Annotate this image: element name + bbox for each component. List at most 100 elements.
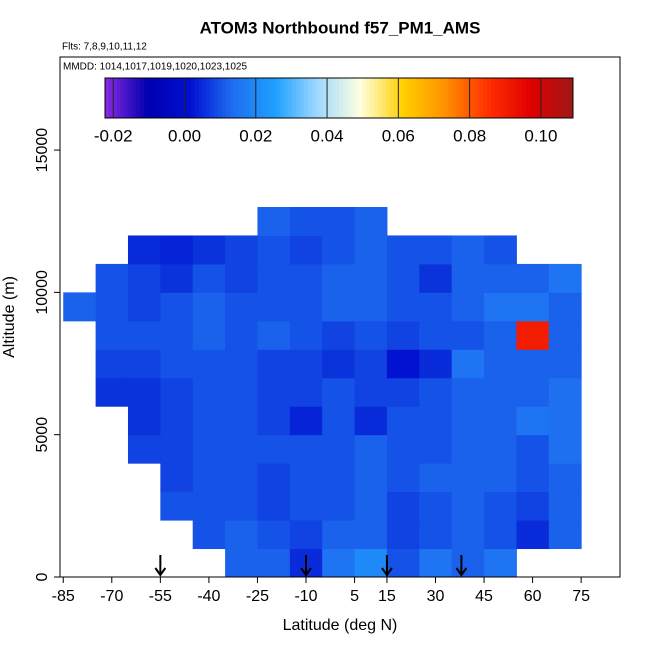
note: MMDD: 1014,1017,1019,1020,1023,1025 <box>63 62 247 73</box>
heat-cell <box>127 292 161 322</box>
heat-cell <box>289 406 323 436</box>
arrow <box>381 555 393 577</box>
heat-cell <box>354 520 388 550</box>
heat-cell <box>322 349 356 379</box>
colorbar-slice <box>346 78 352 118</box>
heat-cell <box>322 520 356 550</box>
colorbar-slice <box>530 78 535 118</box>
arrow-head <box>300 567 312 577</box>
heat-cell <box>386 406 420 436</box>
heat-cell <box>322 377 356 407</box>
colorbar-slice <box>292 78 297 118</box>
colorbar-slice <box>288 78 293 118</box>
colorbar-slice <box>210 78 215 118</box>
colorbar-slice <box>413 78 418 118</box>
colorbar-slice <box>557 78 562 118</box>
colorbar-slice <box>112 78 118 118</box>
heat-cell <box>484 320 517 350</box>
x-tick-label: -85 <box>52 588 75 605</box>
colorbar-slice <box>541 78 547 118</box>
colorbar-slice <box>456 78 461 118</box>
colorbar-slice <box>526 78 531 118</box>
subtitle: Flts: 7,8,9,10,11,12 <box>62 42 147 53</box>
heat-cell <box>548 377 582 407</box>
heat-cell <box>516 377 550 407</box>
colorbar-slice <box>409 78 414 118</box>
colorbar-slice <box>257 78 262 118</box>
heat-cell <box>322 320 356 350</box>
heat-cell <box>192 377 226 407</box>
heat-cell <box>95 377 129 407</box>
heat-cell <box>451 548 485 578</box>
heat-cell <box>419 349 453 379</box>
colorbar-slice <box>214 78 219 118</box>
heat-cell <box>548 520 582 550</box>
colorbar-slice <box>549 78 554 118</box>
colorbar-slice <box>514 78 519 118</box>
colorbar-slice <box>140 78 145 118</box>
heat-cell <box>225 406 258 436</box>
colorbar-slice <box>428 78 434 118</box>
colorbar-slice <box>463 78 469 118</box>
colorbar-slice <box>225 78 231 118</box>
heat-cell <box>451 292 485 322</box>
heat-cell <box>127 406 161 436</box>
colorbar-slice <box>303 78 309 118</box>
heat-cell <box>386 434 420 464</box>
heat-cell <box>419 463 453 493</box>
colorbar-slice <box>319 78 324 118</box>
x-tick-label: 45 <box>475 588 493 605</box>
heat-cell <box>95 263 129 293</box>
heat-cell <box>419 235 453 265</box>
colorbar-slice <box>284 78 289 118</box>
colorbar-slice <box>222 78 227 118</box>
heat-cell <box>322 263 356 293</box>
colorbar-slice <box>440 78 445 118</box>
colorbar-slice <box>159 78 164 118</box>
heat-cell <box>419 520 453 550</box>
heat-cell <box>548 349 582 379</box>
colorbar-slice <box>506 78 512 118</box>
heat-cell <box>386 235 420 265</box>
colorbar-slice <box>522 78 527 118</box>
heat-cell <box>322 434 356 464</box>
heat-cell <box>516 349 550 379</box>
arrow <box>154 555 167 577</box>
heat-cell <box>386 349 420 379</box>
colorbar-slice <box>420 78 426 118</box>
colorbar-slice <box>315 78 320 118</box>
colorbar-slice <box>120 78 125 118</box>
heat-cell <box>451 263 485 293</box>
colorbar-slice <box>264 78 270 118</box>
x-tick-label: 5 <box>350 588 359 605</box>
heat-cell <box>127 349 161 379</box>
colorbar-slice <box>545 78 551 118</box>
heat-cell <box>451 520 485 550</box>
colorbar-slice <box>206 78 211 118</box>
heat-cell <box>322 292 356 322</box>
colorbar-slice <box>339 78 344 118</box>
heat-cell <box>451 491 485 521</box>
colorbar-slice <box>167 78 172 118</box>
colorbar-slice <box>249 78 254 118</box>
heat-cell <box>289 520 323 550</box>
x-tick-label: -70 <box>100 588 123 605</box>
heat-cell <box>192 263 226 293</box>
heat-cell <box>484 491 517 521</box>
heat-cell <box>225 377 258 407</box>
heat-cell <box>257 235 291 265</box>
arrow-head <box>455 567 468 577</box>
colorbar-slice <box>374 78 379 118</box>
y-tick-label: 0 <box>34 572 51 581</box>
heat-cell <box>225 548 258 578</box>
heat-cell <box>257 520 291 550</box>
colorbar-slice <box>565 78 570 118</box>
heat-cell <box>419 292 453 322</box>
x-tick-label: 75 <box>572 588 590 605</box>
heat-cell <box>386 548 420 578</box>
colorbar-slice <box>518 78 523 118</box>
colorbar-slice <box>459 78 465 118</box>
heat-cell <box>127 235 161 265</box>
heat-cell <box>160 434 194 464</box>
heat-cell <box>322 463 356 493</box>
